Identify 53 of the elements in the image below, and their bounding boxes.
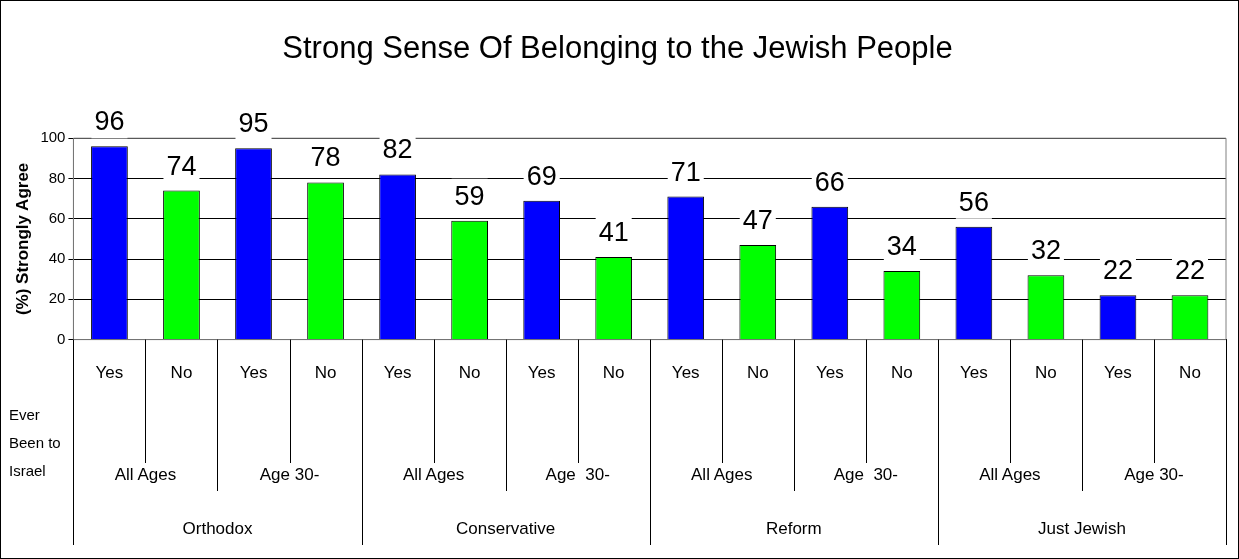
data-label: 22 — [1102, 255, 1133, 286]
data-label: 41 — [598, 216, 629, 247]
text: Ever Been to Israel — [9, 406, 61, 480]
text: Age 30- — [1124, 464, 1184, 484]
data-label: 96 — [94, 106, 125, 137]
chart-title: Strong Sense Of Belonging to the Jewish People — [282, 30, 953, 66]
x-tick-label: No — [1179, 363, 1201, 383]
data-label: 59 — [454, 180, 485, 211]
data-label: 71 — [670, 156, 701, 187]
data-label: 66 — [814, 166, 845, 197]
x-tick-label: No — [602, 363, 625, 383]
data-label: 78 — [310, 142, 341, 173]
x-tick-label: No — [890, 363, 913, 383]
x-tick-label: Yes — [1104, 363, 1132, 383]
data-label: 74 — [166, 150, 197, 181]
data-label: 22 — [1174, 255, 1206, 286]
y-tick-label: 80 — [48, 168, 66, 186]
text: Age 30- — [833, 464, 898, 484]
data-label: 69 — [526, 160, 557, 191]
x-tick-label: No — [458, 363, 481, 383]
y-axis-title: (%) Strongly Agree — [12, 162, 32, 316]
data-label: 47 — [742, 204, 773, 235]
data-label: 82 — [382, 134, 413, 165]
x-tick-label: Yes — [95, 363, 124, 383]
data-label: 56 — [958, 186, 989, 217]
text: Age 30- — [545, 464, 610, 484]
y-tick-label: 0 — [57, 329, 66, 347]
text: Age 30- — [259, 464, 320, 484]
x-tick-label: No — [1035, 363, 1057, 383]
x-tick-label: No — [746, 363, 769, 383]
y-tick-label: 20 — [48, 289, 66, 307]
text: Just Jewish — [1037, 518, 1126, 538]
x-tick-label: Yes — [960, 363, 988, 383]
y-tick-label: 40 — [48, 249, 66, 267]
text: All Ages — [114, 464, 177, 484]
text: All Ages — [979, 464, 1041, 484]
y-tick-label: 60 — [48, 208, 66, 226]
data-label: 95 — [238, 108, 269, 139]
text: Conservative — [456, 518, 556, 538]
y-tick-label: 100 — [40, 128, 66, 146]
x-tick-label: No — [170, 363, 193, 383]
text: Reform — [765, 518, 822, 538]
data-label: 32 — [1030, 235, 1061, 266]
x-tick-label: Yes — [815, 363, 844, 383]
x-tick-label: Yes — [527, 363, 556, 383]
text: All Ages — [402, 464, 465, 484]
text: Orthodox — [182, 518, 253, 538]
text: All Ages — [691, 464, 753, 484]
data-label: 34 — [886, 231, 917, 262]
x-tick-label: Yes — [383, 363, 412, 383]
x-tick-label: Yes — [239, 363, 268, 383]
x-tick-label: Yes — [671, 363, 700, 383]
x-tick-label: No — [314, 363, 337, 383]
